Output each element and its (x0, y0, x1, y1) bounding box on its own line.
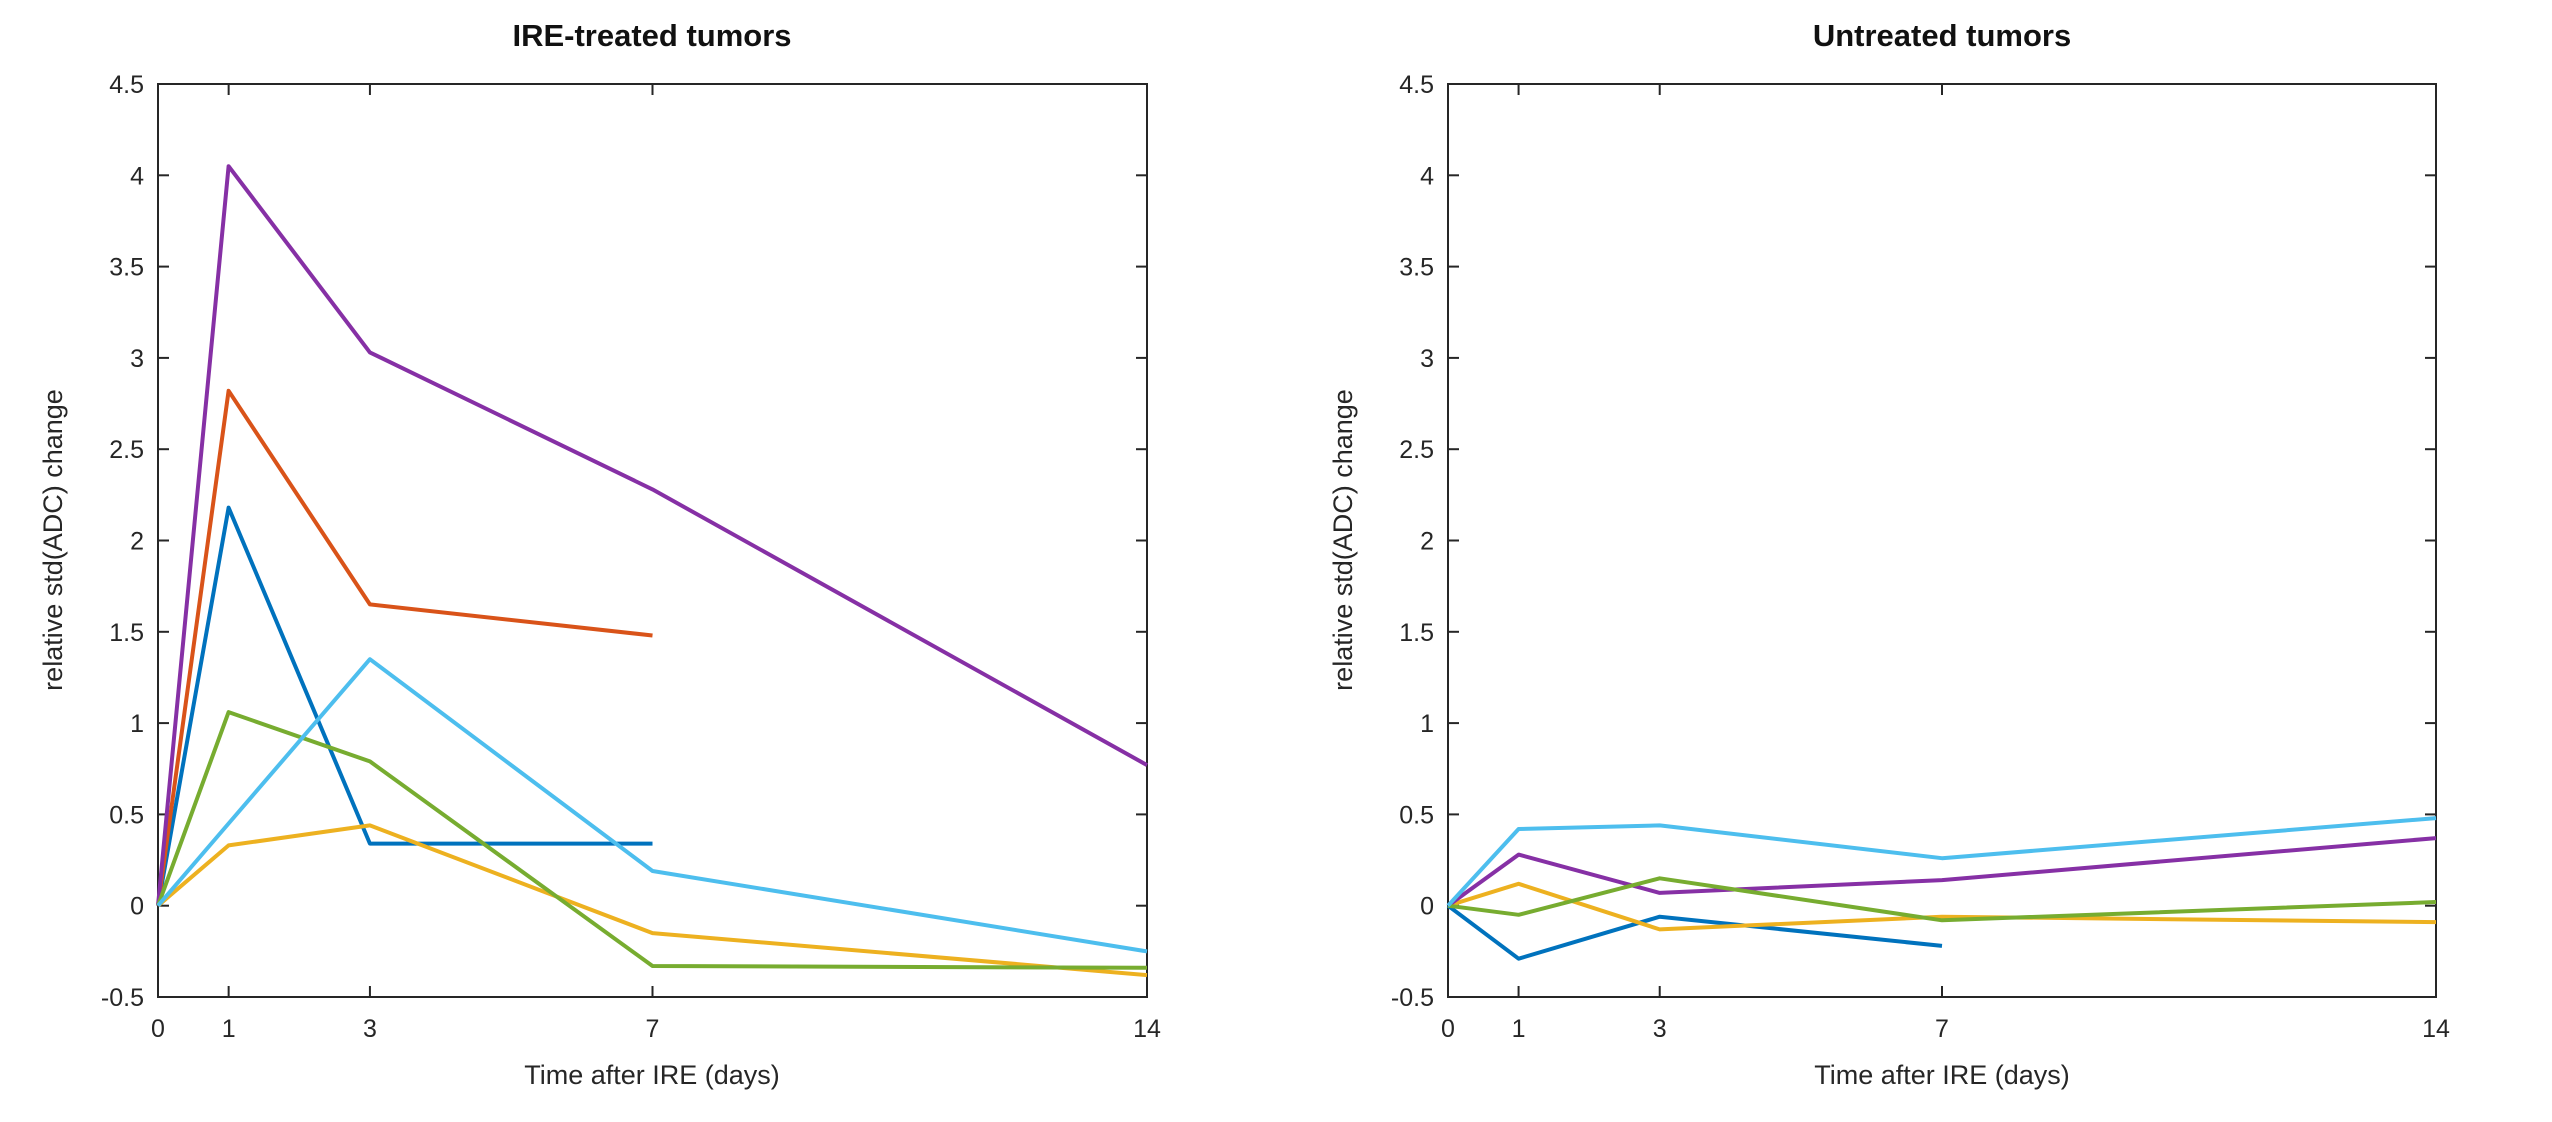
y-tick-label: 4 (1420, 162, 1434, 190)
untreated-chart: Untreated tumors Time after IRE (days) r… (1328, 18, 2450, 1090)
series-line-yellow (1447, 881, 2437, 932)
y-tick-label: 3 (1420, 345, 1434, 373)
x-tick-label: 3 (1653, 1015, 1667, 1043)
y-tick-label: 2.5 (109, 436, 144, 464)
y-tick-label: 4.5 (1399, 71, 1434, 99)
series-line-green (1447, 876, 2437, 923)
x-tick-label: 14 (2422, 1015, 2450, 1043)
x-tick-label: 3 (363, 1015, 377, 1043)
series-line-orange (156, 388, 653, 906)
y-tick-label: 0.5 (1399, 801, 1434, 829)
plot-area: 0 1 3 7 14-0.500.511.522.533.544.5 (101, 71, 1161, 1043)
series-line-green (156, 710, 1148, 970)
y-tick-label: 3.5 (1399, 254, 1434, 282)
y-tick-label: 1.5 (109, 619, 144, 647)
chart-title-ire-treated: IRE-treated tumors (512, 18, 791, 53)
axes-box (157, 83, 1148, 998)
axis-ticks: 0 1 3 7 14-0.500.511.522.533.544.5 (1391, 71, 2450, 1043)
y-tick-label: 0.5 (109, 801, 144, 829)
y-tick-label: 2 (1420, 528, 1434, 556)
y-tick-label: 3.5 (109, 254, 144, 282)
x-axis-label: Time after IRE (days) (1814, 1060, 2070, 1090)
y-axis-label: relative std(ADC) change (1328, 389, 1358, 691)
x-tick-label: 0 (1441, 1015, 1455, 1043)
series-line-purple (1446, 836, 2437, 908)
series-line-cyan (1446, 816, 2437, 908)
series-lines (156, 164, 1148, 978)
y-tick-label: 2.5 (1399, 436, 1434, 464)
series-line-blue (156, 505, 653, 907)
series-line-yellow (156, 823, 1148, 978)
y-tick-label: -0.5 (101, 984, 144, 1012)
y-tick-label: -0.5 (1391, 984, 1434, 1012)
x-axis-label: Time after IRE (days) (524, 1060, 780, 1090)
y-axis-label: relative std(ADC) change (38, 389, 68, 691)
x-tick-label: 7 (1935, 1015, 1949, 1043)
series-line-blue (1446, 904, 1943, 961)
y-tick-label: 4.5 (109, 71, 144, 99)
y-tick-label: 3 (130, 345, 144, 373)
x-tick-label: 0 (151, 1015, 165, 1043)
x-tick-label: 14 (1133, 1015, 1161, 1043)
y-tick-label: 1.5 (1399, 619, 1434, 647)
axis-ticks: 0 1 3 7 14-0.500.511.522.533.544.5 (101, 71, 1161, 1043)
chart-panel-ire-treated: IRE-treated tumors Time after IRE (days)… (38, 18, 1161, 1090)
chart-title-untreated: Untreated tumors (1813, 18, 2071, 53)
y-tick-label: 1 (1420, 710, 1434, 738)
y-tick-label: 1 (130, 710, 144, 738)
series-line-cyan (156, 657, 1148, 954)
ire-treated-chart: IRE-treated tumors Time after IRE (days)… (38, 18, 1161, 1090)
x-tick-label: 1 (222, 1015, 236, 1043)
chart-panel-untreated: Untreated tumors Time after IRE (days) r… (1276, 0, 2552, 1122)
series-lines (1446, 816, 2437, 961)
x-tick-label: 7 (646, 1015, 660, 1043)
y-tick-label: 4 (130, 162, 144, 190)
y-tick-label: 0 (130, 893, 144, 921)
y-tick-label: 0 (1420, 893, 1434, 921)
y-tick-label: 2 (130, 528, 144, 556)
x-tick-label: 1 (1512, 1015, 1526, 1043)
series-line-purple (156, 164, 1148, 906)
plot-area: 0 1 3 7 14-0.500.511.522.533.544.5 (1391, 71, 2450, 1043)
